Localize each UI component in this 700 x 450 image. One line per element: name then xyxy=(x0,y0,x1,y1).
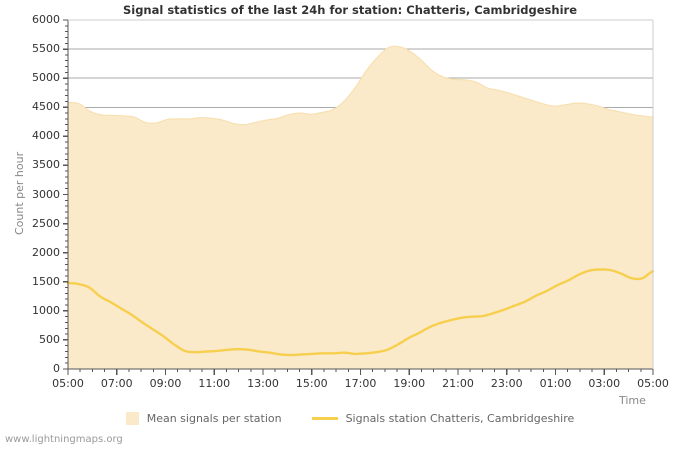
chart-title: Signal statistics of the last 24h for st… xyxy=(122,3,578,17)
legend-swatch-area xyxy=(125,412,139,425)
legend-item-mean: Mean signals per station xyxy=(125,412,282,425)
y-tick-label: 5000 xyxy=(32,71,60,85)
x-tick-label: 05:00 xyxy=(52,377,84,390)
y-tick-label: 5500 xyxy=(32,42,60,56)
x-tick-label: 09:00 xyxy=(149,377,182,390)
y-tick-label: 4500 xyxy=(32,100,60,114)
chart-legend: Mean signals per station Signals station… xyxy=(0,412,700,425)
watermark: www.lightningmaps.org xyxy=(5,434,123,445)
x-tick-label: 01:00 xyxy=(539,377,572,390)
x-tick-label: 21:00 xyxy=(442,377,474,390)
x-tick-label: 13:00 xyxy=(247,377,279,390)
y-tick-label: 2000 xyxy=(32,245,60,259)
x-tick-label: 11:00 xyxy=(198,377,231,390)
x-tick-label: 17:00 xyxy=(344,377,377,390)
y-tick-label: 0 xyxy=(53,362,60,375)
x-tick-label: 23:00 xyxy=(490,377,523,390)
y-tick-label: 3000 xyxy=(32,187,60,201)
x-tick-label: 19:00 xyxy=(393,377,426,390)
y-tick-label: 6000 xyxy=(32,13,60,26)
legend-item-station: Signals station Chatteris, Cambridgeshir… xyxy=(311,412,575,425)
legend-label-mean: Mean signals per station xyxy=(146,412,282,425)
x-tick-label: 07:00 xyxy=(100,377,133,390)
x-tick-label: 03:00 xyxy=(588,377,621,390)
x-axis-label: Time xyxy=(619,394,646,407)
y-tick-label: 1000 xyxy=(32,303,60,317)
x-tick-label: 05:00 xyxy=(637,377,669,390)
y-tick-label: 4000 xyxy=(32,129,60,143)
y-tick-label: 500 xyxy=(39,332,60,346)
y-tick-label: 1500 xyxy=(32,274,60,288)
x-tick-label: 15:00 xyxy=(295,377,328,390)
y-tick-label: 2500 xyxy=(32,216,60,230)
legend-label-station: Signals station Chatteris, Cambridgeshir… xyxy=(345,412,575,425)
y-tick-label: 3500 xyxy=(32,158,60,172)
legend-swatch-line xyxy=(311,417,338,420)
